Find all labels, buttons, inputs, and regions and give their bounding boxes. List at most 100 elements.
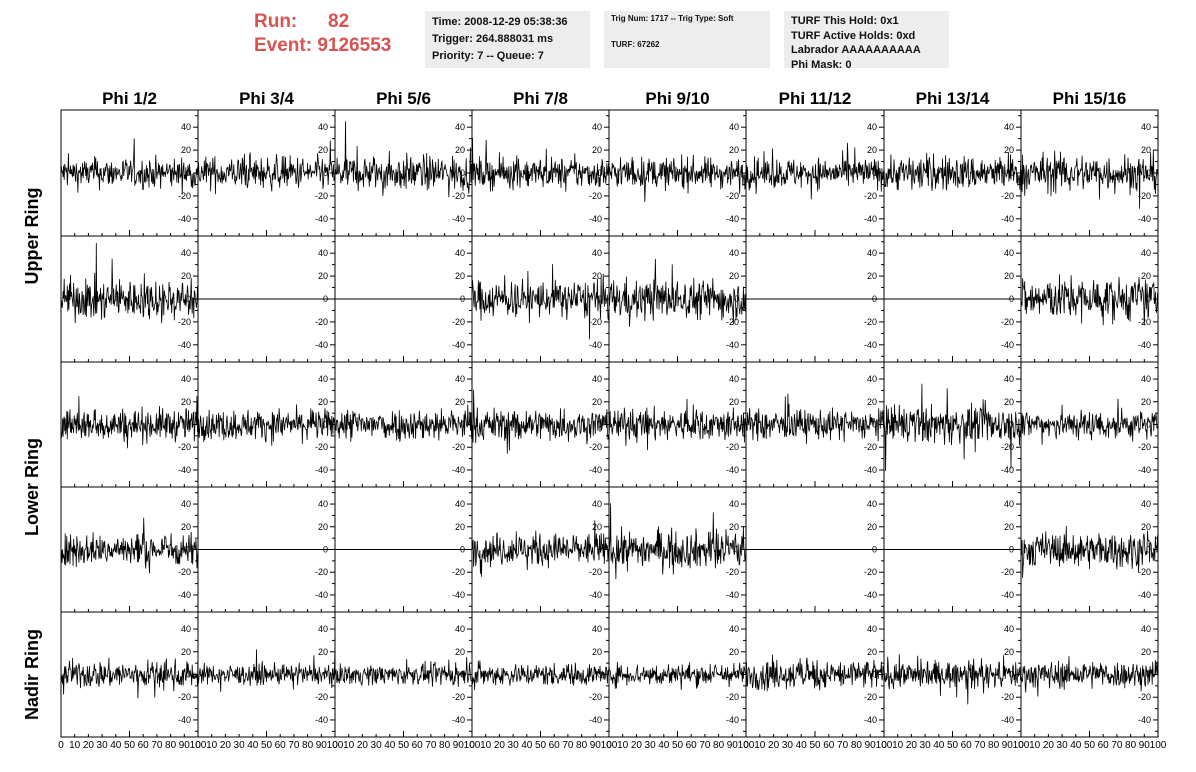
y-tick-label: -40 xyxy=(589,590,602,600)
x-tick-label: 100 xyxy=(464,740,481,751)
y-tick-label: 0 xyxy=(460,168,465,178)
waveform-trace xyxy=(745,393,885,444)
x-tick-label: 20 xyxy=(220,740,232,751)
y-tick-label: -40 xyxy=(864,465,877,475)
y-tick-label: -40 xyxy=(452,340,465,350)
y-tick-label: -40 xyxy=(1001,715,1014,725)
x-tick-label: 30 xyxy=(97,740,109,751)
y-tick-label: 40 xyxy=(592,374,602,384)
y-tick-label: 40 xyxy=(318,499,328,509)
y-tick-label: -20 xyxy=(1001,442,1014,452)
y-tick-label: 20 xyxy=(181,145,191,155)
y-tick-label: -20 xyxy=(178,442,191,452)
labrador-text: Labrador AAAAAAAAAA xyxy=(791,44,921,56)
x-tick-label: 10 xyxy=(343,740,355,751)
x-tick-label: 0 xyxy=(469,740,475,751)
y-tick-label: -40 xyxy=(864,214,877,224)
x-tick-label: 60 xyxy=(275,740,287,751)
x-tick-label: 40 xyxy=(110,740,122,751)
y-tick-label: -20 xyxy=(726,442,739,452)
y-tick-label: -40 xyxy=(315,715,328,725)
y-tick-label: -20 xyxy=(1001,317,1014,327)
x-tick-label: 70 xyxy=(425,740,437,751)
waveform-trace xyxy=(197,140,336,195)
x-tick-label: 10 xyxy=(206,740,218,751)
waveform-trace xyxy=(471,264,610,340)
waveform-trace xyxy=(608,154,747,203)
trig-info-box: Trig Num: 1717 -- Trig Type: Soft TURF: … xyxy=(604,11,770,68)
phi-column-title: Phi 7/8 xyxy=(513,89,568,108)
y-tick-label: -20 xyxy=(452,567,465,577)
y-tick-label: 40 xyxy=(867,122,877,132)
waveform-trace xyxy=(883,654,1022,705)
y-tick-label: -20 xyxy=(726,692,739,702)
x-tick-label: 60 xyxy=(549,740,561,751)
x-tick-label: 100 xyxy=(1150,740,1167,751)
y-tick-label: 20 xyxy=(1141,145,1151,155)
y-tick-label: 40 xyxy=(592,624,602,634)
phi-mask-text: Phi Mask: 0 xyxy=(791,58,852,71)
y-tick-label: 40 xyxy=(1141,248,1151,258)
ring-title: Upper Ring xyxy=(22,188,42,285)
y-tick-label: -20 xyxy=(589,567,602,577)
time-info-box: Time: 2008-12-29 05:38:36 Trigger: 264.8… xyxy=(425,11,590,68)
waveform-trace xyxy=(60,652,199,699)
trigger-text: Trigger: 264.888031 ms xyxy=(432,33,554,45)
x-tick-label: 0 xyxy=(743,740,749,751)
ring-title: Nadir Ring xyxy=(22,629,42,720)
x-tick-label: 80 xyxy=(713,740,725,751)
y-tick-label: 40 xyxy=(318,374,328,384)
y-tick-label: 20 xyxy=(1004,397,1014,407)
x-tick-label: 40 xyxy=(247,740,259,751)
y-tick-label: -20 xyxy=(1138,442,1151,452)
x-tick-label: 80 xyxy=(988,740,1000,751)
y-tick-label: -40 xyxy=(178,590,191,600)
waveform-trace xyxy=(60,242,199,324)
y-tick-label: -40 xyxy=(178,465,191,475)
y-tick-label: -20 xyxy=(589,692,602,702)
y-tick-label: 40 xyxy=(1004,248,1014,258)
y-tick-label: -20 xyxy=(1138,191,1151,201)
y-tick-label: 20 xyxy=(592,271,602,281)
x-tick-label: 80 xyxy=(576,740,588,751)
y-tick-label: 20 xyxy=(318,397,328,407)
x-tick-label: 60 xyxy=(686,740,698,751)
waveform-trace xyxy=(334,121,473,198)
y-tick-label: 20 xyxy=(867,145,877,155)
y-tick-label: 0 xyxy=(1009,670,1014,680)
y-tick-label: -40 xyxy=(726,715,739,725)
x-tick-label: 80 xyxy=(439,740,451,751)
y-tick-label: -40 xyxy=(589,214,602,224)
x-tick-label: 70 xyxy=(699,740,711,751)
event-label: Event: xyxy=(254,35,313,56)
phi-column-title: Phi 1/2 xyxy=(102,89,157,108)
y-tick-label: -40 xyxy=(726,214,739,224)
y-tick-label: -20 xyxy=(864,567,877,577)
y-tick-label: 40 xyxy=(318,122,328,132)
x-tick-label: 10 xyxy=(1029,740,1041,751)
x-tick-label: 30 xyxy=(782,740,794,751)
y-tick-label: -40 xyxy=(178,715,191,725)
y-tick-label: 20 xyxy=(1141,522,1151,532)
x-tick-label: 70 xyxy=(562,740,574,751)
y-tick-label: 20 xyxy=(1141,397,1151,407)
y-tick-label: 0 xyxy=(1146,545,1151,555)
x-tick-label: 40 xyxy=(658,740,670,751)
x-tick-label: 0 xyxy=(881,740,887,751)
x-tick-label: 30 xyxy=(508,740,520,751)
y-tick-label: -40 xyxy=(1138,465,1151,475)
y-tick-label: 40 xyxy=(729,499,739,509)
waveform-trace xyxy=(883,151,1022,192)
x-tick-label: 10 xyxy=(892,740,904,751)
y-tick-label: 40 xyxy=(455,374,465,384)
y-tick-label: -40 xyxy=(589,465,602,475)
y-tick-label: 40 xyxy=(729,248,739,258)
y-tick-label: -20 xyxy=(864,442,877,452)
run-event-block: Run: 82 Event: 9126553 xyxy=(254,10,391,58)
y-tick-label: 40 xyxy=(1004,122,1014,132)
y-tick-label: 40 xyxy=(455,248,465,258)
x-tick-label: 90 xyxy=(179,740,191,751)
x-tick-label: 20 xyxy=(357,740,369,751)
y-tick-label: -40 xyxy=(315,590,328,600)
